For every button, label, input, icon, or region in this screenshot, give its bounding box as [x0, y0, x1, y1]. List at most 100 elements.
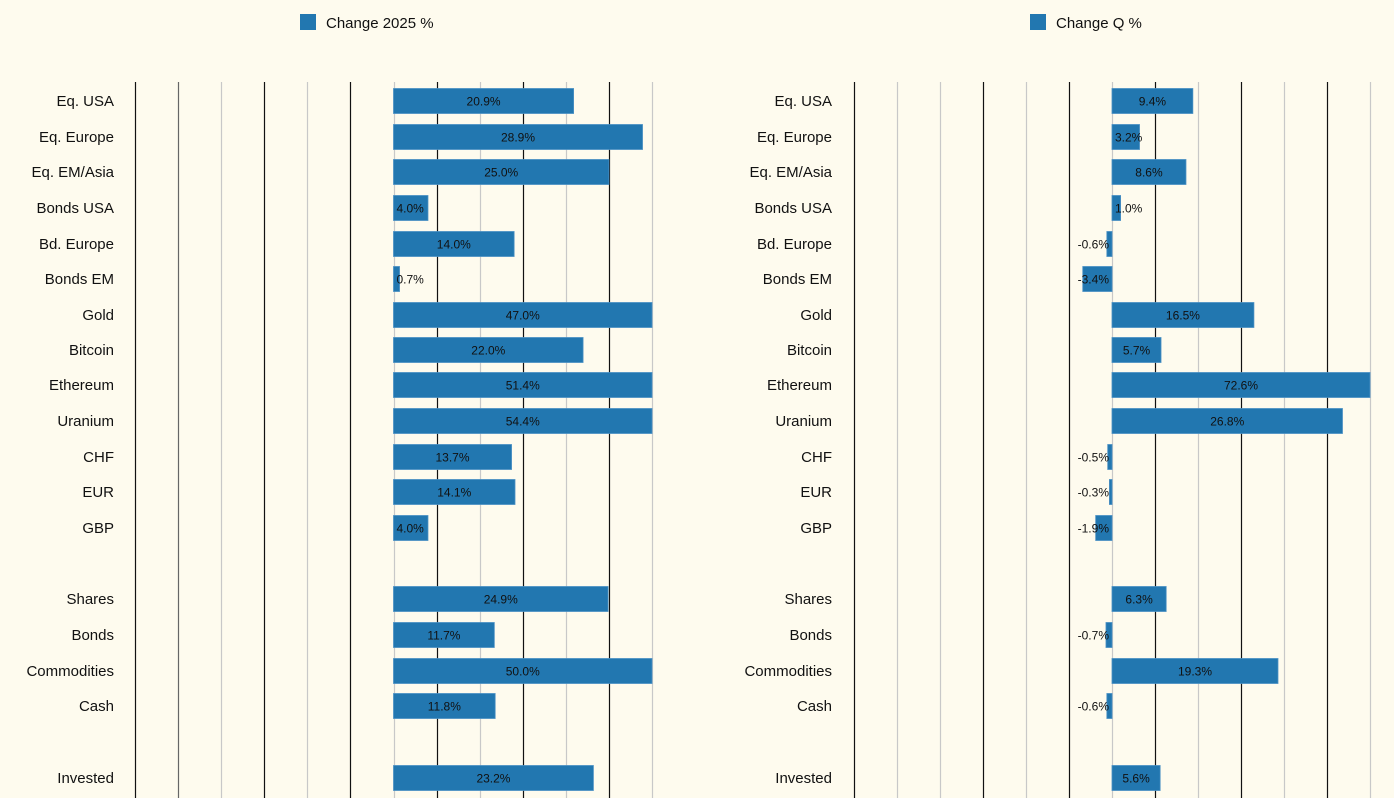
data-label: 16.5%	[1166, 309, 1200, 323]
bar	[393, 266, 400, 292]
category-label: Cash	[797, 698, 832, 715]
data-label: 19.3%	[1178, 665, 1212, 679]
category-label: GBP	[800, 520, 832, 537]
legend-label: Change Q %	[1056, 15, 1142, 32]
category-label: Uranium	[775, 413, 832, 430]
bar	[1095, 515, 1113, 541]
category-label: Eq. EM/Asia	[31, 164, 114, 181]
category-label: Ethereum	[49, 377, 114, 394]
legend-swatch	[1030, 14, 1046, 30]
bar	[1109, 479, 1113, 505]
category-label: Bonds USA	[754, 200, 832, 217]
bar	[393, 515, 429, 541]
data-label: -0.7%	[1078, 629, 1110, 643]
data-label: 13.7%	[436, 451, 470, 465]
data-label: 54.4%	[506, 415, 540, 429]
bar	[393, 765, 594, 791]
category-label: Bd. Europe	[757, 236, 832, 253]
category-label: Bonds EM	[45, 271, 114, 288]
category-label: Cash	[79, 698, 114, 715]
bar	[393, 444, 512, 470]
category-label: CHF	[801, 449, 832, 466]
category-label: Ethereum	[767, 377, 832, 394]
data-label: -3.4%	[1078, 273, 1110, 287]
data-label: 72.6%	[1224, 379, 1258, 393]
bar	[393, 337, 584, 363]
data-label: 22.0%	[471, 344, 505, 358]
category-label: Eq. USA	[774, 93, 832, 110]
bar	[1106, 231, 1113, 257]
bar	[393, 622, 495, 648]
category-label: Gold	[82, 307, 114, 324]
data-label: 11.7%	[427, 629, 460, 643]
data-label: 5.7%	[1123, 344, 1151, 358]
category-label: Eq. EM/Asia	[749, 164, 832, 181]
category-label: Bd. Europe	[39, 236, 114, 253]
data-label: 9.4%	[1139, 95, 1167, 109]
category-label: EUR	[82, 484, 114, 501]
bar	[1111, 88, 1194, 114]
bar	[1111, 372, 1371, 398]
data-label: 24.9%	[484, 593, 518, 607]
data-label: 3.2%	[1115, 131, 1143, 145]
data-label: 14.1%	[437, 486, 471, 500]
bar	[393, 658, 653, 684]
bar	[1111, 337, 1162, 363]
data-label: 11.8%	[428, 700, 461, 714]
data-label: -1.9%	[1078, 522, 1110, 536]
legend-swatch	[300, 14, 316, 30]
bar	[393, 88, 574, 114]
category-label: Invested	[775, 770, 832, 787]
data-label: 14.0%	[437, 238, 471, 252]
data-label: -0.3%	[1078, 486, 1110, 500]
category-label: Eq. USA	[56, 93, 114, 110]
bar	[393, 479, 516, 505]
data-label: 5.6%	[1122, 772, 1150, 786]
bar	[1106, 693, 1113, 719]
data-label: 51.4%	[506, 379, 540, 393]
bar	[393, 372, 653, 398]
data-label: 4.0%	[397, 202, 425, 216]
category-label: Commodities	[26, 663, 114, 680]
data-label: 28.9%	[501, 131, 535, 145]
bar	[1107, 444, 1113, 470]
category-label: Gold	[800, 307, 832, 324]
data-label: 50.0%	[506, 665, 540, 679]
category-label: Bitcoin	[787, 342, 832, 359]
data-label: 6.3%	[1125, 593, 1153, 607]
bar	[393, 195, 429, 221]
bar	[1111, 124, 1140, 150]
bar	[393, 159, 610, 185]
bar	[1111, 302, 1255, 328]
category-label: Shares	[784, 591, 832, 608]
bar	[1105, 622, 1113, 648]
category-label: Shares	[66, 591, 114, 608]
bar	[1111, 408, 1343, 434]
category-label: Bonds EM	[763, 271, 832, 288]
data-label: 4.0%	[397, 522, 425, 536]
category-label: Bonds	[789, 627, 832, 644]
category-label: Bonds	[71, 627, 114, 644]
data-label: 0.7%	[397, 273, 425, 287]
bar	[1111, 586, 1167, 612]
bar	[393, 693, 496, 719]
category-label: Eq. Europe	[757, 129, 832, 146]
data-label: 25.0%	[484, 166, 518, 180]
data-label: 8.6%	[1135, 166, 1163, 180]
data-label: 23.2%	[476, 772, 510, 786]
bar	[1111, 765, 1161, 791]
bar	[393, 124, 643, 150]
category-label: Uranium	[57, 413, 114, 430]
bar	[393, 231, 515, 257]
data-label: 47.0%	[506, 309, 540, 323]
category-label: Eq. Europe	[39, 129, 114, 146]
legend-label: Change 2025 %	[326, 15, 434, 32]
data-label: 20.9%	[467, 95, 501, 109]
bar	[1111, 658, 1279, 684]
category-label: Invested	[57, 770, 114, 787]
data-label: 26.8%	[1210, 415, 1244, 429]
bar	[1082, 266, 1113, 292]
data-label: -0.6%	[1078, 238, 1110, 252]
bar	[393, 408, 653, 434]
